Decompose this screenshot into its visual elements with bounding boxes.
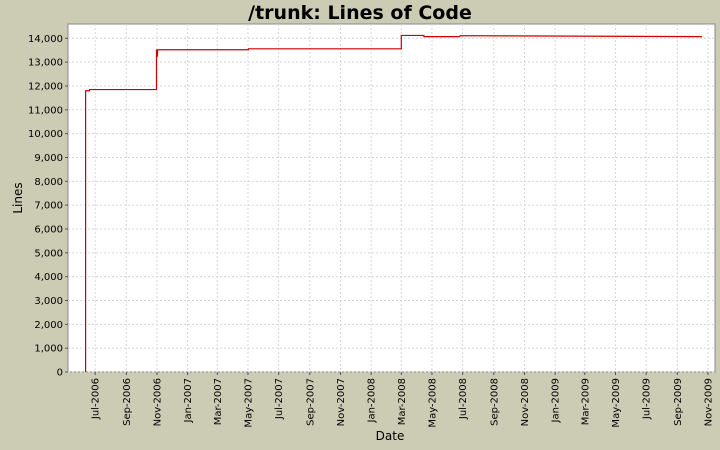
y-tick-label: 6,000 bbox=[34, 224, 63, 235]
x-tick-label: Sep-2007 bbox=[305, 378, 316, 426]
y-tick-label: 10,000 bbox=[28, 129, 63, 140]
x-tick-label: Jan-2007 bbox=[183, 378, 194, 423]
y-tick-label: 2,000 bbox=[34, 320, 63, 331]
x-tick-label: Jul-2006 bbox=[91, 378, 102, 420]
series-line bbox=[84, 34, 702, 372]
y-axis-ticks: 0 1,000 2,000 3,000 4,000 5,000 6,000 7,000 8,00… bbox=[28, 34, 68, 379]
y-tick-label: 0 bbox=[57, 368, 63, 379]
x-tick-label: Sep-2006 bbox=[122, 378, 133, 426]
chart-title: /trunk: Lines of Code bbox=[248, 2, 472, 24]
x-tick-label: Jul-2008 bbox=[458, 378, 469, 420]
y-tick-label: 5,000 bbox=[34, 248, 63, 259]
y-tick-label: 11,000 bbox=[28, 105, 63, 116]
series-lines bbox=[84, 34, 702, 372]
y-tick-label: 1,000 bbox=[34, 344, 63, 355]
plot-area bbox=[67, 23, 716, 373]
x-tick-label: Jul-2007 bbox=[274, 378, 285, 420]
x-tick-label: Sep-2009 bbox=[673, 378, 684, 426]
x-tick-label: Jan-2009 bbox=[551, 378, 562, 423]
x-tick-label: Sep-2008 bbox=[489, 378, 500, 426]
x-tick-label: Nov-2009 bbox=[703, 378, 714, 426]
y-tick-label: 12,000 bbox=[28, 81, 63, 92]
x-tick-label: Jan-2008 bbox=[367, 378, 378, 423]
y-tick-label: 7,000 bbox=[34, 201, 63, 212]
y-tick-label: 4,000 bbox=[34, 272, 63, 283]
x-tick-label: May-2008 bbox=[427, 378, 438, 428]
y-tick-label: 8,000 bbox=[34, 177, 63, 188]
x-tick-label: Mar-2009 bbox=[580, 378, 591, 425]
x-tick-label: Mar-2008 bbox=[397, 378, 408, 425]
y-axis-label: Lines bbox=[11, 182, 25, 213]
x-tick-label: Mar-2007 bbox=[213, 378, 224, 425]
y-tick-label: 9,000 bbox=[34, 153, 63, 164]
grid-lines bbox=[68, 24, 715, 373]
x-tick-label: May-2007 bbox=[243, 378, 254, 428]
x-tick-label: Nov-2006 bbox=[152, 378, 163, 426]
y-tick-label: 3,000 bbox=[34, 296, 63, 307]
x-tick-label: Nov-2008 bbox=[520, 378, 531, 426]
x-axis-ticks: Jul-2006 Sep-2006 Nov-2006 Jan-2007 Mar-2007… bbox=[91, 372, 714, 428]
x-tick-label: Nov-2007 bbox=[336, 378, 347, 426]
x-tick-label: May-2009 bbox=[611, 378, 622, 428]
y-tick-label: 14,000 bbox=[28, 34, 63, 45]
y-tick-label: 13,000 bbox=[28, 58, 63, 69]
x-axis-label: Date bbox=[376, 429, 405, 443]
x-tick-label: Jul-2009 bbox=[642, 378, 653, 420]
